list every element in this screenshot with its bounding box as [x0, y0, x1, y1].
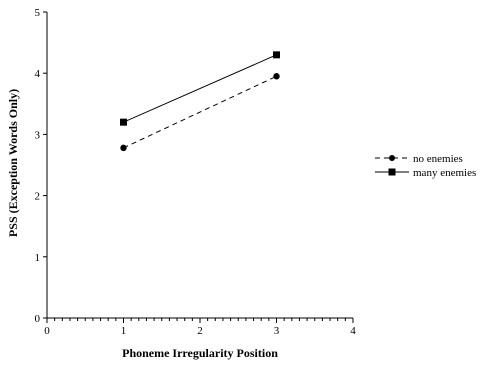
y-tick-label: 2 [35, 191, 41, 203]
x-axis-title: Phoneme Irregularity Position [122, 346, 278, 360]
data-point-circle [273, 73, 280, 80]
x-tick-label: 0 [44, 325, 50, 337]
data-point-square [273, 51, 280, 59]
y-tick-label: 3 [35, 129, 41, 141]
legend-label: no enemies [413, 153, 463, 165]
data-point-square [120, 118, 127, 126]
x-tick-label: 4 [350, 325, 356, 337]
legend-marker-circle [389, 155, 395, 161]
y-tick-label: 0 [35, 313, 41, 325]
axes: 0 1 2 3 4 0 1 2 3 4 5 [35, 7, 357, 337]
y-tick-label: 4 [35, 68, 41, 80]
y-tick-label: 5 [35, 7, 41, 19]
y-tick-label: 1 [35, 252, 41, 264]
series-line-1 [123, 54, 277, 123]
x-tick-label: 3 [274, 325, 280, 337]
legend-label: many enemies [413, 167, 476, 179]
legend-marker-square [388, 168, 396, 176]
series-line-0 [123, 75, 277, 149]
data-point-circle [120, 144, 127, 152]
legend: no enemies many enemies [375, 153, 476, 179]
series-lines [120, 51, 280, 152]
y-axis-title: PSS (Exception Words Only) [6, 89, 20, 237]
x-tick-label: 2 [197, 325, 203, 337]
x-tick-label: 1 [121, 325, 127, 337]
